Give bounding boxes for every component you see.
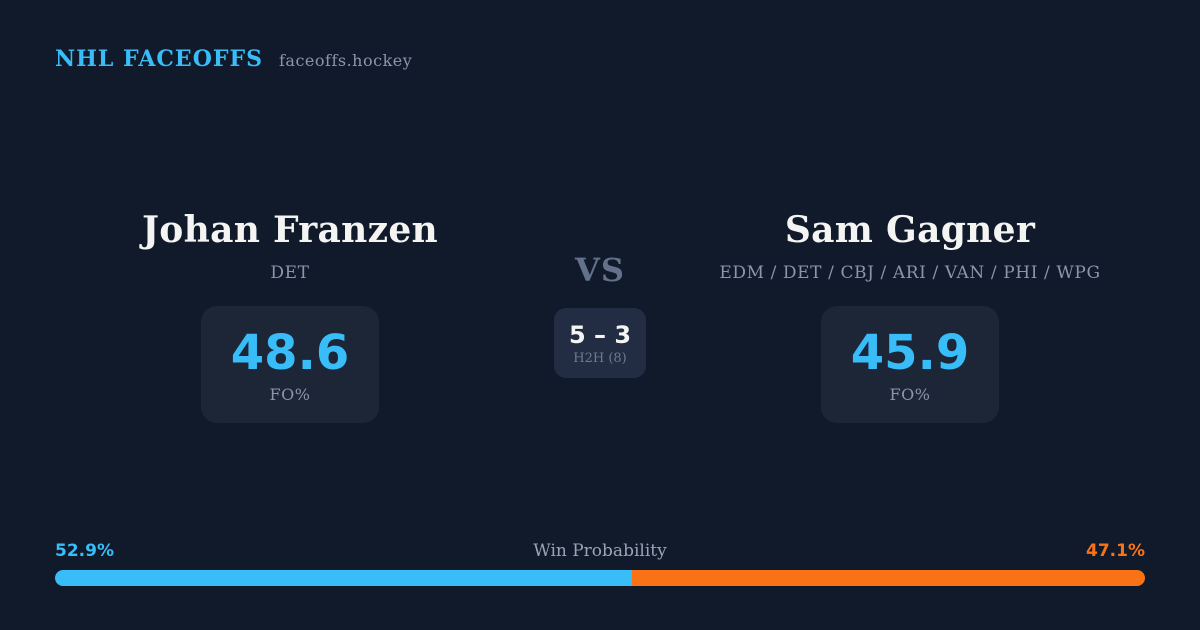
h2h-label: H2H (8) — [573, 350, 627, 366]
player1-win-probability: 52.9% — [55, 541, 114, 561]
h2h-score: 5 – 3 — [568, 320, 632, 349]
player2-name: Sam Gagner — [784, 209, 1036, 251]
player2-fo-pct: 45.9 — [850, 325, 970, 381]
player2-teams: EDM / DET / CBJ / ARI / VAN / PHI / WPG — [719, 263, 1101, 283]
player1-column: Johan Franzen DET 48.6 FO% — [80, 208, 500, 423]
player1-fo-pct: 48.6 — [230, 325, 350, 381]
h2h-card: 5 – 3 H2H (8) — [554, 308, 646, 378]
player2-bar-segment — [631, 570, 1145, 586]
player2-win-probability: 47.1% — [1086, 541, 1145, 561]
vs-label: VS — [575, 251, 625, 289]
player1-name: Johan Franzen — [141, 209, 439, 251]
player2-stat-label: FO% — [889, 385, 931, 404]
win-probability-labels: 52.9% Win Probability 47.1% — [55, 541, 1145, 563]
site-url: faceoffs.hockey — [279, 51, 413, 70]
player1-teams: DET — [270, 263, 310, 283]
win-probability-section: 52.9% Win Probability 47.1% — [55, 541, 1145, 586]
player1-bar-segment — [55, 570, 632, 586]
header: NHL FACEOFFS faceoffs.hockey — [55, 46, 412, 72]
player2-column: Sam Gagner EDM / DET / CBJ / ARI / VAN /… — [700, 208, 1120, 423]
vs-column: VS 5 – 3 H2H (8) — [540, 252, 660, 378]
player1-stat-card: 48.6 FO% — [201, 306, 379, 423]
win-probability-title: Win Probability — [533, 541, 667, 561]
brand-title: NHL FACEOFFS — [55, 46, 263, 72]
player1-stat-label: FO% — [269, 385, 311, 404]
player2-stat-card: 45.9 FO% — [821, 306, 999, 423]
win-probability-bar — [55, 570, 1145, 586]
